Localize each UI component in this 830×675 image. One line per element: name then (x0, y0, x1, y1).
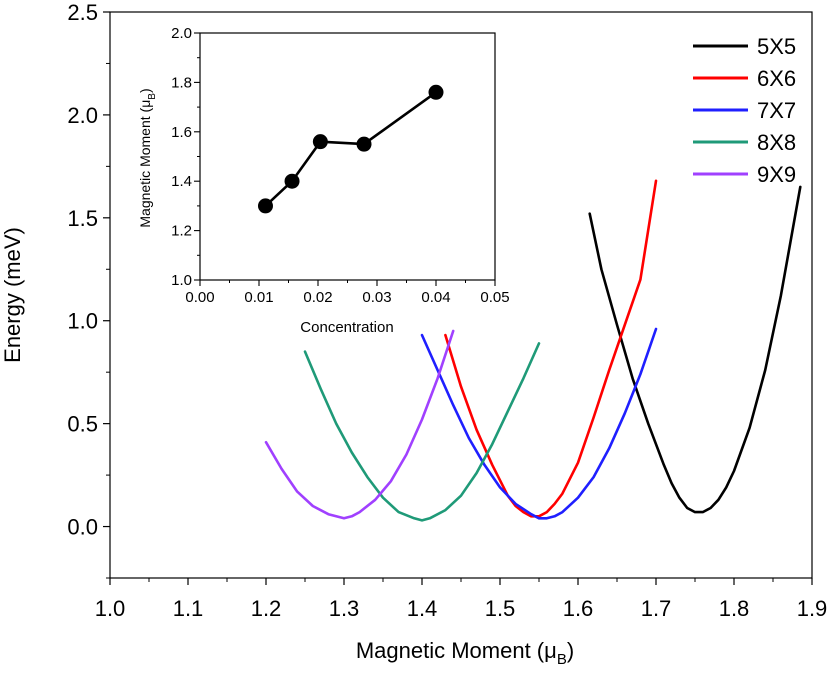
inset-y-tick-label: 1.4 (171, 173, 192, 190)
legend-label-7x7: 7X7 (757, 98, 796, 123)
main-x-tick-label: 1.7 (641, 596, 672, 621)
main-x-tick-label: 1.6 (563, 596, 594, 621)
main-x-tick-label: 1.0 (95, 596, 126, 621)
inset-x-tick-label: 0.04 (421, 289, 450, 306)
main-y-tick-label: 2.5 (67, 0, 98, 25)
main-y-tick-label: 1.5 (67, 206, 98, 231)
main-x-tick-label: 1.4 (407, 596, 438, 621)
main-x-tick-label: 1.2 (251, 596, 282, 621)
legend: 5X5 6X6 7X7 8X8 9X9 (693, 34, 796, 187)
legend-label-5x5: 5X5 (757, 34, 796, 59)
legend-label-9x9: 9X9 (757, 162, 796, 187)
series-line-9x9 (264, 329, 455, 520)
main-y-tick-label: 2.0 (67, 103, 98, 128)
inset-data-point (428, 84, 444, 100)
inset-y-axis-label: Magnetic Moment (μB) (137, 88, 158, 227)
inset-plot-area: 0.00 0.01 0.02 0.03 0.04 0.05 1.0 1.2 1.4 1.6 1.8 2… (171, 25, 509, 306)
inset-data-point (284, 173, 300, 189)
main-x-tick-label: 1.9 (797, 596, 828, 621)
main-x-tick-label: 1.5 (485, 596, 516, 621)
inset-x-tick-label: 0.05 (480, 289, 509, 306)
series-line-6x6 (444, 179, 658, 518)
inset-data-point (356, 136, 372, 152)
inset-x-tick-label: 0.02 (303, 289, 332, 306)
main-x-axis-label: Magnetic Moment (μB) (356, 638, 574, 668)
inset-y-tick-label: 1.0 (171, 272, 192, 289)
inset-x-tick-label: 0.00 (185, 289, 214, 306)
inset-x-tick-label: 0.01 (244, 289, 273, 306)
legend-label-8x8: 8X8 (757, 130, 796, 155)
inset-x-axis-label: Concentration (300, 319, 393, 336)
legend-label-6x6: 6X6 (757, 66, 796, 91)
series-line-5x5 (588, 185, 802, 514)
inset-data-point (257, 198, 273, 214)
main-y-axis-label: Energy (meV) (0, 227, 25, 363)
inset-y-tick-label: 1.2 (171, 223, 192, 240)
inset-x-tick-label: 0.03 (362, 289, 391, 306)
main-x-tick-label: 1.1 (173, 596, 204, 621)
inset-y-tick-label: 2.0 (171, 25, 192, 42)
main-y-tick-label: 0.5 (67, 412, 98, 437)
main-plot-area: 1.0 1.1 1.2 1.3 1.4 1.5 1.6 1.7 1.8 1.9 0.0 0.5 1.0 1… (67, 0, 827, 621)
main-x-tick-label: 1.3 (329, 596, 360, 621)
series-line-7x7 (420, 327, 658, 520)
inset-y-tick-label: 1.8 (171, 74, 192, 91)
inset-plot-frame (199, 32, 496, 281)
main-y-tick-label: 1.0 (67, 309, 98, 334)
series-line-8x8 (303, 342, 541, 522)
inset-data-point (312, 134, 328, 150)
main-x-tick-label: 1.8 (719, 596, 750, 621)
inset-y-tick-label: 1.6 (171, 124, 192, 141)
main-y-tick-label: 0.0 (67, 515, 98, 540)
